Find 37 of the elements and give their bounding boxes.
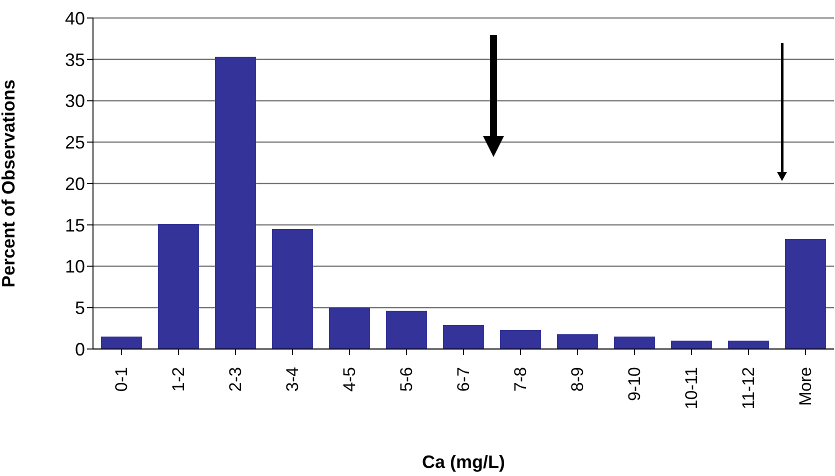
bar [328, 308, 370, 349]
y-tick-label: 5 [74, 298, 85, 318]
bar [670, 340, 712, 349]
y-tick-label: 15 [64, 215, 85, 236]
bar [442, 325, 484, 349]
bar [158, 224, 199, 349]
x-tick-label: 9-10 [625, 367, 644, 402]
bar [614, 336, 655, 349]
y-tick-label: 35 [64, 50, 85, 70]
y-tick-label: 40 [64, 8, 85, 28]
x-tick-label: 6-7 [454, 367, 473, 392]
bar [500, 330, 541, 349]
y-tick-label: 20 [64, 174, 85, 194]
x-tick-label: 0-1 [112, 367, 131, 392]
bar [214, 56, 256, 349]
x-tick-label: 3-4 [283, 367, 302, 392]
bar [100, 336, 142, 349]
bar [556, 334, 598, 349]
x-tick-label: 4-5 [340, 367, 359, 392]
x-axis-title: Ca (mg/L) [422, 452, 505, 472]
x-tick-label: 2-3 [226, 367, 245, 392]
x-tick-label: More [796, 367, 815, 406]
x-tick-label: 1-2 [169, 367, 188, 392]
bar [728, 340, 769, 349]
x-tick-label: 5-6 [397, 367, 416, 392]
bar [272, 229, 313, 349]
bar [784, 238, 826, 349]
y-tick-label: 30 [64, 91, 85, 112]
x-tick-label: 11-12 [739, 367, 758, 410]
y-tick-label: 25 [64, 132, 85, 153]
y-tick-label: 10 [64, 256, 85, 277]
x-tick-label: 10-11 [682, 367, 701, 410]
x-tick-label: 8-9 [568, 367, 587, 392]
y-axis-title: Percent of Observations [0, 79, 18, 288]
y-tick-label: 0 [74, 339, 85, 360]
bar [386, 310, 427, 349]
x-tick-label: 7-8 [511, 367, 530, 392]
